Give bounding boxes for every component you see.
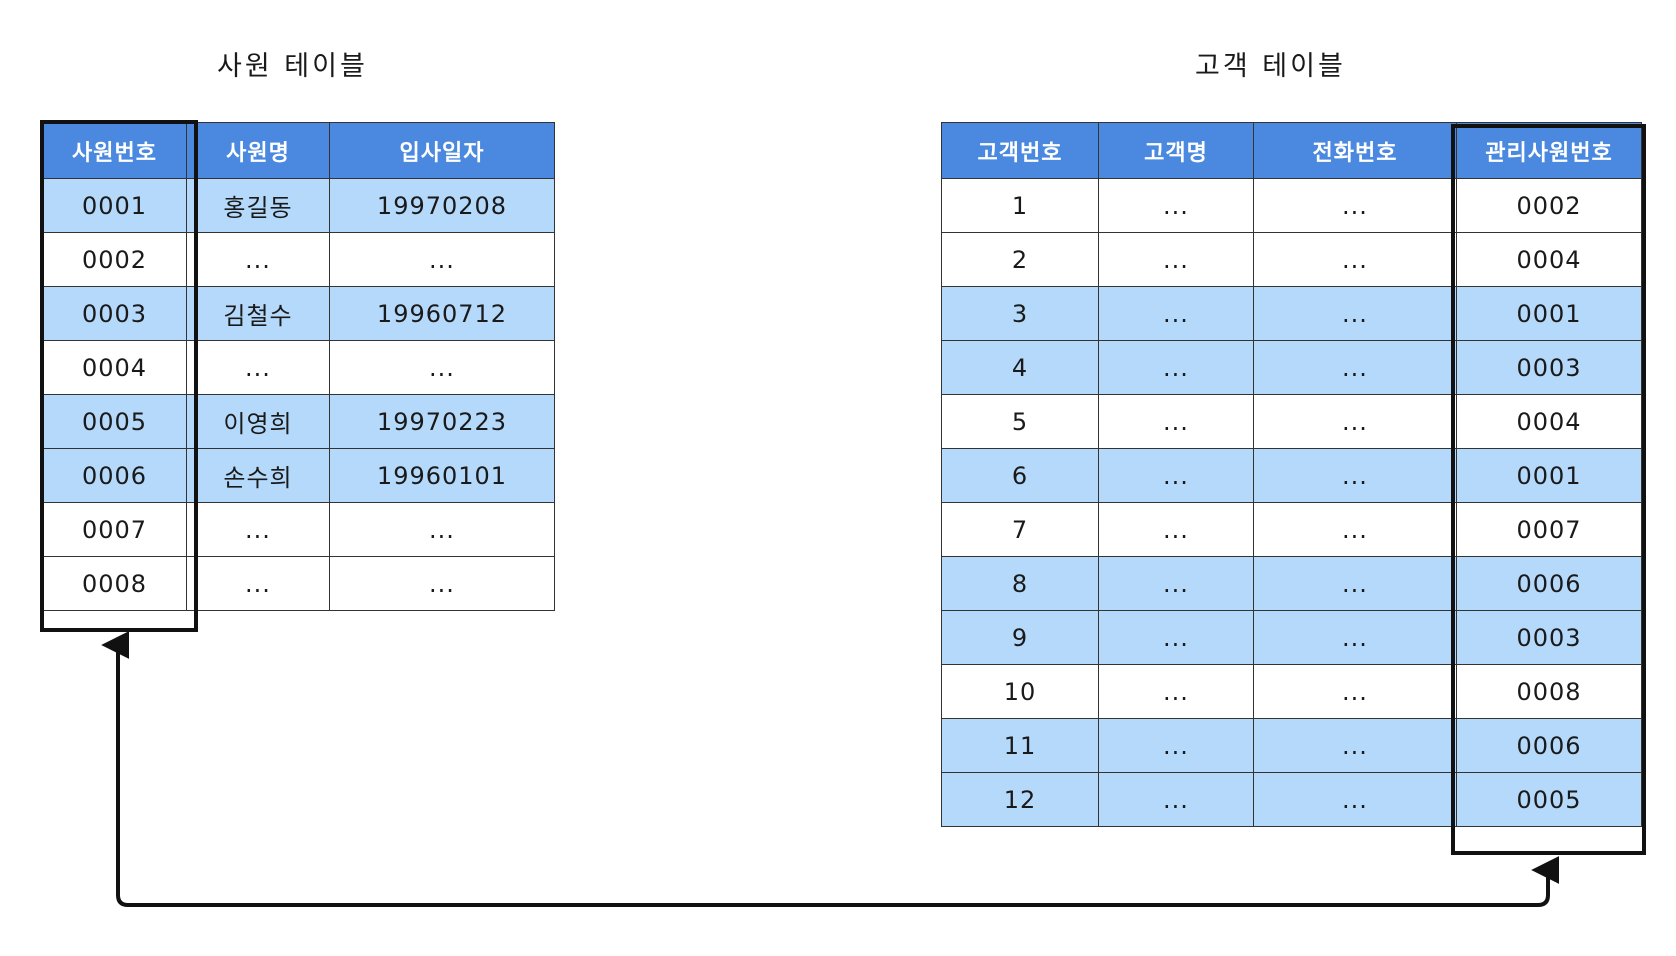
employee-cell-4-3: ... bbox=[329, 340, 555, 395]
employee-cell-5-2: 이영희 bbox=[186, 394, 330, 449]
employee-header-col-2: 사원명 bbox=[186, 122, 330, 179]
employee-cell-2-2: ... bbox=[186, 232, 330, 287]
customer-cell-8-3: ... bbox=[1253, 556, 1457, 611]
customer-cell-2-1: 2 bbox=[941, 232, 1099, 287]
employee-cell-3-2: 김철수 bbox=[186, 286, 330, 341]
employee-header-col-1: 사원번호 bbox=[42, 122, 187, 179]
customer-header-col-4: 관리사원번호 bbox=[1456, 122, 1642, 179]
employee-cell-5-3: 19970223 bbox=[329, 394, 555, 449]
customer-cell-4-4: 0003 bbox=[1456, 340, 1642, 395]
employee-table-row: 0006 손수희 19960101 bbox=[42, 448, 555, 503]
customer-cell-2-3: ... bbox=[1253, 232, 1457, 287]
employee-cell-7-2: ... bbox=[186, 502, 330, 557]
customer-cell-4-2: ... bbox=[1098, 340, 1254, 395]
employee-table-row: 0007...... bbox=[42, 502, 555, 557]
customer-cell-5-4: 0004 bbox=[1456, 394, 1642, 449]
employee-cell-6-3: 19960101 bbox=[329, 448, 555, 503]
employee-cell-5-1: 0005 bbox=[42, 394, 187, 449]
employee-table-row: 0005 이영희 19970223 bbox=[42, 394, 555, 449]
customer-table-row: 8...... 0006 bbox=[941, 556, 1642, 611]
employee-table-row: 0001 홍길동 19970208 bbox=[42, 178, 555, 233]
employee-cell-8-2: ... bbox=[186, 556, 330, 611]
employee-table-row: 0002...... bbox=[42, 232, 555, 287]
customer-table-row: 4...... 0003 bbox=[941, 340, 1642, 395]
customer-cell-1-3: ... bbox=[1253, 178, 1457, 233]
employee-table-title: 사원 테이블 bbox=[217, 51, 368, 82]
employee-cell-7-3: ... bbox=[329, 502, 555, 557]
employee-header-row: 사원번호 사원명 입사일자 bbox=[42, 122, 555, 179]
employee-table-row: 0003 김철수 19960712 bbox=[42, 286, 555, 341]
employee-table-row: 0008...... bbox=[42, 556, 555, 611]
customer-cell-3-2: ... bbox=[1098, 286, 1254, 341]
customer-cell-6-1: 6 bbox=[941, 448, 1099, 503]
customer-table-row: 1...... 0002 bbox=[941, 178, 1642, 233]
employee-cell-4-2: ... bbox=[186, 340, 330, 395]
customer-cell-8-2: ... bbox=[1098, 556, 1254, 611]
employee-cell-8-3: ... bbox=[329, 556, 555, 611]
customer-cell-5-1: 5 bbox=[941, 394, 1099, 449]
customer-cell-1-1: 1 bbox=[941, 178, 1099, 233]
customer-table-title: 고객 테이블 bbox=[1195, 51, 1346, 82]
customer-table-row: 3...... 0001 bbox=[941, 286, 1642, 341]
employee-cell-7-1: 0007 bbox=[42, 502, 187, 557]
employee-cell-2-1: 0002 bbox=[42, 232, 187, 287]
customer-cell-5-2: ... bbox=[1098, 394, 1254, 449]
customer-cell-5-3: ... bbox=[1253, 394, 1457, 449]
customer-cell-8-1: 8 bbox=[941, 556, 1099, 611]
customer-cell-7-2: ... bbox=[1098, 502, 1254, 557]
customer-cell-6-2: ... bbox=[1098, 448, 1254, 503]
customer-cell-3-3: ... bbox=[1253, 286, 1457, 341]
customer-table-row: 6...... 0001 bbox=[941, 448, 1642, 503]
employee-cell-8-1: 0008 bbox=[42, 556, 187, 611]
customer-header-col-1: 고객번호 bbox=[941, 122, 1099, 179]
employee-cell-6-2: 손수희 bbox=[186, 448, 330, 503]
customer-table-row: 5...... 0004 bbox=[941, 394, 1642, 449]
customer-cell-6-3: ... bbox=[1253, 448, 1457, 503]
customer-cell-1-4: 0002 bbox=[1456, 178, 1642, 233]
customer-cell-1-2: ... bbox=[1098, 178, 1254, 233]
customer-cell-7-4: 0007 bbox=[1456, 502, 1642, 557]
customer-header-col-3: 전화번호 bbox=[1253, 122, 1457, 179]
customer-cell-6-4: 0001 bbox=[1456, 448, 1642, 503]
employee-cell-2-3: ... bbox=[329, 232, 555, 287]
customer-cell-2-2: ... bbox=[1098, 232, 1254, 287]
customer-table-row: 2...... 0004 bbox=[941, 232, 1642, 287]
customer-header-col-2: 고객명 bbox=[1098, 122, 1254, 179]
employee-cell-1-3: 19970208 bbox=[329, 178, 555, 233]
employee-cell-1-2: 홍길동 bbox=[186, 178, 330, 233]
customer-cell-2-4: 0004 bbox=[1456, 232, 1642, 287]
employee-table-row: 0004...... bbox=[42, 340, 555, 395]
employee-table: 사원번호 사원명 입사일자 0001 홍길동 19970208 0002...... 000… bbox=[42, 122, 555, 611]
customer-header-row: 고객번호 고객명 전화번호 관리사원번호 bbox=[941, 122, 1642, 179]
employee-rows: 0001 홍길동 19970208 0002...... 0003 김철수 19960712… bbox=[42, 178, 555, 611]
customer-cell-7-1: 7 bbox=[941, 502, 1099, 557]
customer-cell-3-1: 3 bbox=[941, 286, 1099, 341]
customer-cell-4-1: 4 bbox=[941, 340, 1099, 395]
customer-cell-3-4: 0001 bbox=[1456, 286, 1642, 341]
customer-cell-4-3: ... bbox=[1253, 340, 1457, 395]
customer-cell-8-4: 0006 bbox=[1456, 556, 1642, 611]
relationship-connector-line bbox=[101, 631, 1560, 907]
